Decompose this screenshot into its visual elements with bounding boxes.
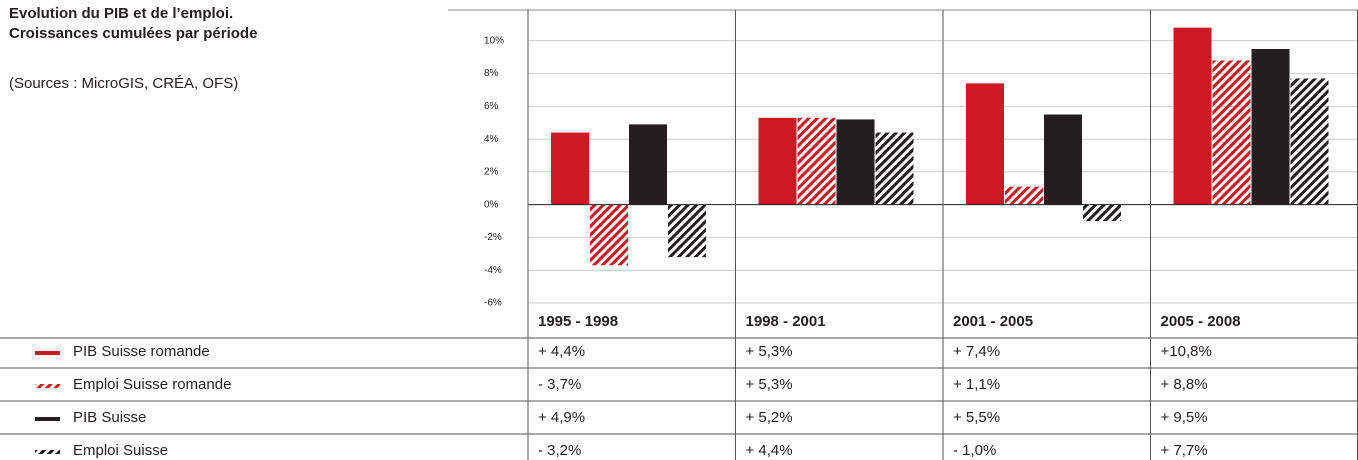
value-label: - 1,0% [953,442,996,459]
y-tick-label: -4% [484,265,502,276]
value-label: + 5,5% [953,409,1000,426]
value-label: + 5,3% [746,376,793,393]
chart-title: Evolution du PIB et de l’emploi. [9,5,233,22]
bar [1212,60,1251,205]
source: (Sources : MicroGIS, CRÉA, OFS) [9,75,238,92]
bar [1005,186,1043,205]
legend-label: Emploi Suisse [73,442,168,459]
y-tick-label: 2% [484,167,499,178]
y-tick-label: 0% [484,199,499,210]
legend-swatch [35,384,60,388]
value-label: + 4,4% [538,343,585,360]
bar [1173,27,1212,205]
y-tick-label: 8% [484,68,499,79]
bar [758,117,797,205]
value-label: - 3,2% [538,442,581,459]
value-label: +10,8% [1161,343,1212,360]
bar [1083,204,1121,222]
y-tick-label: 4% [484,134,499,145]
category-label: 2001 - 2005 [953,313,1033,330]
chart-subtitle: Croissances cumulées par période [9,25,257,42]
value-label: + 7,7% [1161,442,1208,459]
bar [1044,114,1082,205]
legend-swatch [35,450,60,454]
value-label: + 5,2% [746,409,793,426]
legend-label: Emploi Suisse romande [73,376,231,393]
value-label: + 7,4% [953,343,1000,360]
legend-swatch [35,417,60,421]
y-tick-label: 6% [484,101,499,112]
value-label: + 8,8% [1161,376,1208,393]
bar [668,204,706,258]
bar [629,124,667,205]
y-tick-label: 10% [484,35,504,46]
value-label: - 3,7% [538,376,581,393]
value-label: + 4,4% [746,442,793,459]
legend-label: PIB Suisse [73,409,146,426]
value-label: + 4,9% [538,409,585,426]
bar [797,117,836,205]
y-tick-label: -6% [484,298,502,309]
bar [1251,48,1290,205]
bar [836,119,875,205]
bar [551,132,589,205]
category-label: 1995 - 1998 [538,313,618,330]
value-label: + 5,3% [746,343,793,360]
category-label: 1998 - 2001 [746,313,826,330]
bar [1290,78,1329,205]
legend-swatch [35,351,60,355]
y-tick-label: -2% [484,232,502,243]
legend-label: PIB Suisse romande [73,343,210,360]
value-label: + 9,5% [1161,409,1208,426]
bar [966,83,1004,205]
category-label: 2005 - 2008 [1161,313,1241,330]
bar [875,132,914,205]
bar [590,204,628,266]
value-label: + 1,1% [953,376,1000,393]
